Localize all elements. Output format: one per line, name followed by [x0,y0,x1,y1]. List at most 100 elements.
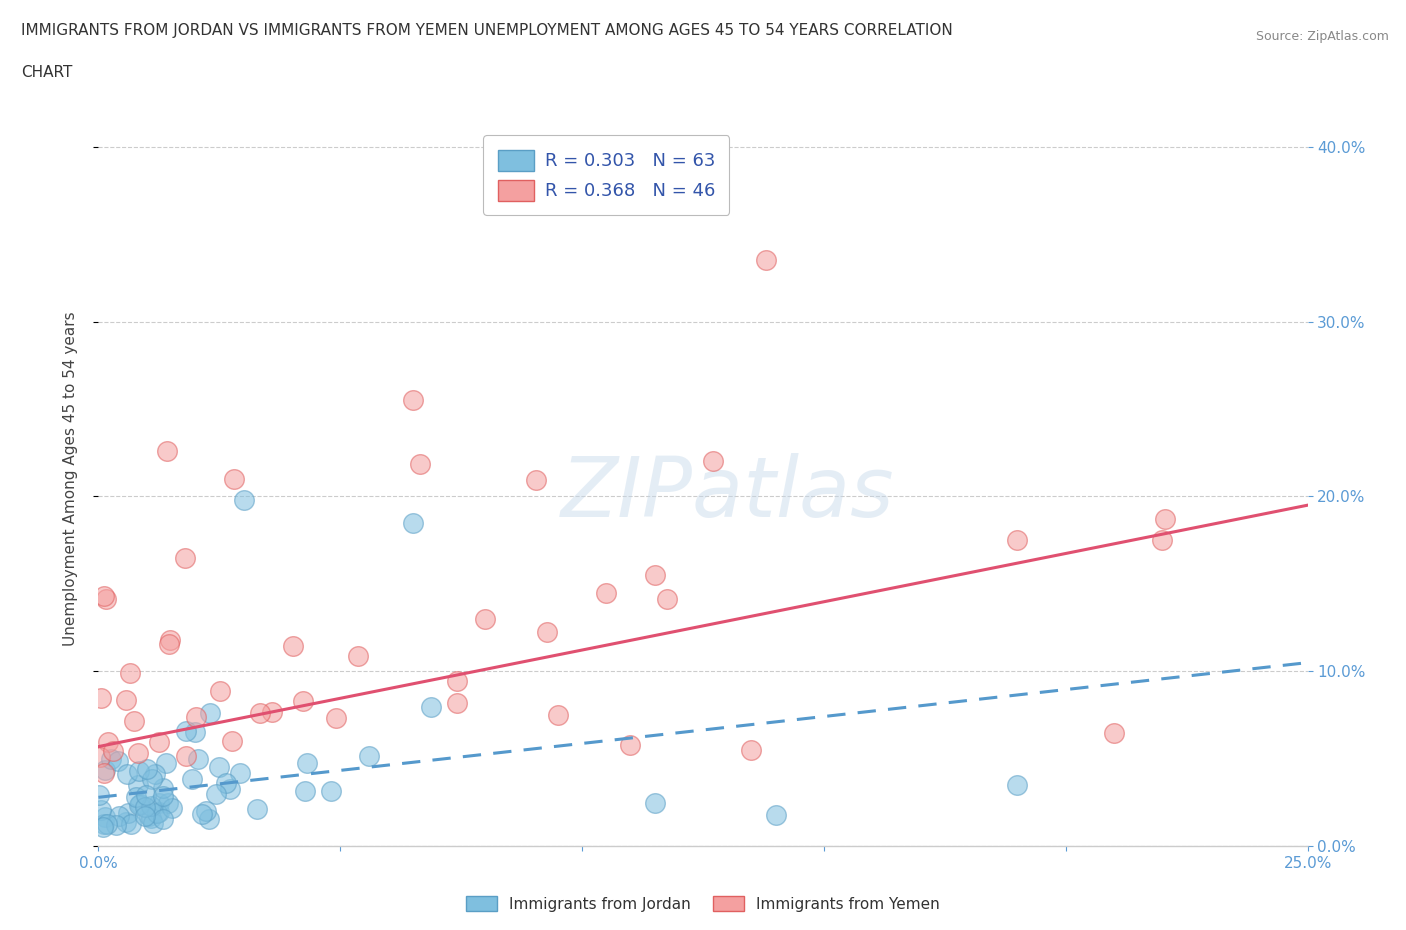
Point [159,632,181,647]
Point [128,764,150,778]
Point [104,818,127,833]
Point [152,780,174,795]
Point [94,763,117,777]
Point [162,801,184,816]
Point [134,809,156,824]
Point [91,820,114,835]
Point [644,567,666,582]
Point [127,746,149,761]
Point [183,724,205,739]
Point [359,749,381,764]
Point [595,585,617,600]
Point [187,751,209,766]
Point [148,804,170,819]
Point [765,807,787,822]
Point [321,783,343,798]
Point [125,789,148,804]
Point [292,693,315,708]
Point [122,713,145,728]
Point [148,735,170,750]
Point [402,392,425,407]
Point [157,637,180,652]
Point [222,472,245,486]
Point [100,751,122,766]
Point [325,711,347,725]
Point [702,453,724,468]
Text: IMMIGRANTS FROM JORDAN VS IMMIGRANTS FROM YEMEN UNEMPLOYMENT AMONG AGES 45 TO 54: IMMIGRANTS FROM JORDAN VS IMMIGRANTS FRO… [21,23,953,38]
Point [446,673,468,688]
Point [474,612,496,627]
Point [89,750,111,764]
Point [408,457,430,472]
Point [347,648,370,663]
Point [219,781,242,796]
Point [135,788,157,803]
Point [402,515,425,530]
Point [200,706,222,721]
Point [740,743,762,758]
Point [221,734,243,749]
Point [536,625,558,640]
Point [655,591,678,606]
Point [246,802,269,817]
Point [138,808,160,823]
Point [155,756,177,771]
Point [297,755,319,770]
Point [96,591,118,606]
Point [108,808,131,823]
Point [174,749,197,764]
Point [198,811,221,826]
Point [1007,533,1029,548]
Point [180,772,202,787]
Point [93,765,115,780]
Point [174,551,197,565]
Point [419,700,441,715]
Point [141,772,163,787]
Point [127,778,149,793]
Point [90,690,112,705]
Point [97,735,120,750]
Point [156,443,179,458]
Point [139,799,162,814]
Point [524,472,547,487]
Point [1102,725,1125,740]
Point [446,696,468,711]
Point [755,253,778,268]
Point [249,706,271,721]
Point [215,776,238,790]
Legend: Immigrants from Jordan, Immigrants from Yemen: Immigrants from Jordan, Immigrants from … [460,889,946,918]
Point [262,704,284,719]
Point [184,710,207,724]
Point [118,666,141,681]
Point [94,809,117,824]
Point [1007,777,1029,792]
Point [134,800,156,815]
Point [208,684,231,698]
Point [115,693,138,708]
Point [232,493,254,508]
Point [101,744,124,759]
Point [93,589,115,604]
Point [128,797,150,812]
Point [129,797,152,812]
Point [156,796,179,811]
Point [191,806,214,821]
Point [281,638,304,653]
Point [205,786,228,801]
Point [114,815,136,830]
Point [143,766,166,781]
Point [87,788,110,803]
Point [152,789,174,804]
Point [115,766,138,781]
Point [146,806,169,821]
Point [148,796,170,811]
Point [619,737,641,752]
Point [195,804,218,818]
Point [139,811,162,826]
Point [96,817,118,831]
Point [294,783,316,798]
Point [107,754,129,769]
Point [90,803,112,817]
Text: Source: ZipAtlas.com: Source: ZipAtlas.com [1256,30,1389,43]
Text: ZIPatlas: ZIPatlas [561,453,894,534]
